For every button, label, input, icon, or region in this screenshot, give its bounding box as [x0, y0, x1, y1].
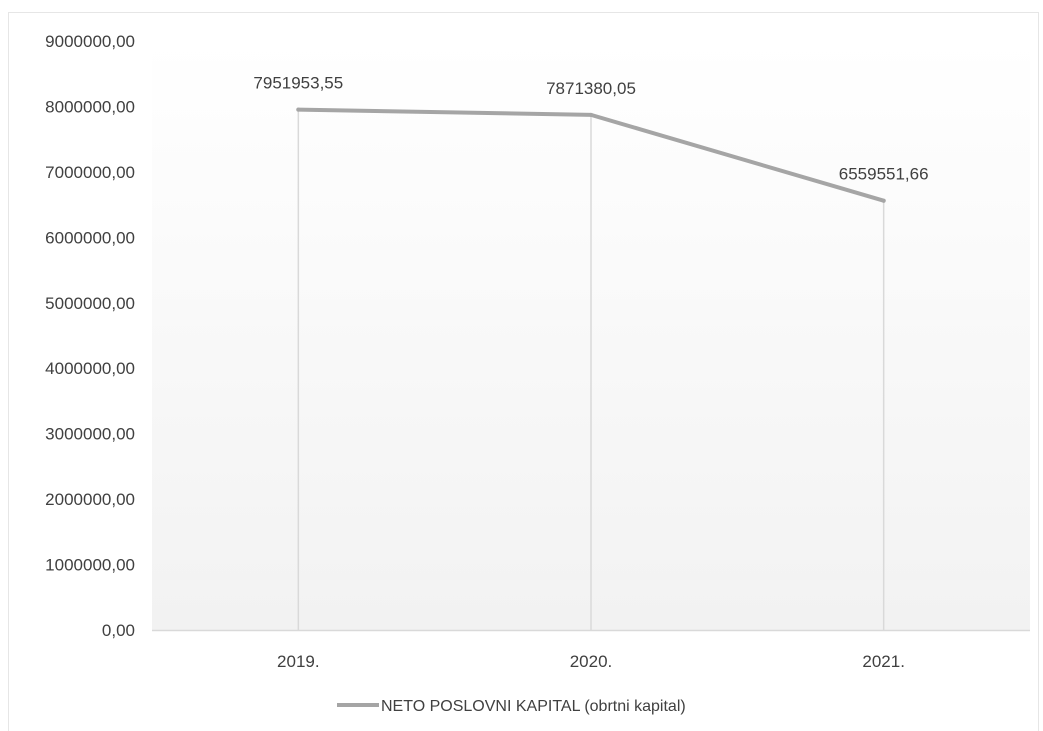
- y-tick-label: 8000000,00: [45, 97, 135, 116]
- y-tick-label: 5000000,00: [45, 294, 135, 313]
- data-point: [881, 198, 886, 203]
- data-point: [589, 112, 593, 117]
- data-label: 7871380,05: [546, 79, 636, 98]
- x-tick-label: 2020.: [570, 652, 613, 671]
- data-label: 6559551,66: [839, 165, 929, 184]
- data-point: [296, 107, 301, 112]
- y-tick-label: 2000000,00: [45, 490, 135, 509]
- data-label: 7951953,55: [253, 74, 343, 93]
- y-tick-label: 4000000,00: [45, 359, 135, 378]
- legend-label: NETO POSLOVNI KAPITAL (obrtni kapital): [381, 698, 686, 715]
- y-tick-label: 6000000,00: [45, 228, 135, 247]
- y-tick-label: 3000000,00: [45, 425, 135, 444]
- y-tick-label: 0,00: [102, 621, 135, 640]
- y-tick-label: 7000000,00: [45, 163, 135, 182]
- x-tick-label: 2021.: [862, 652, 905, 671]
- y-tick-label: 9000000,00: [45, 32, 135, 51]
- x-tick-label: 2019.: [277, 652, 320, 671]
- y-tick-label: 1000000,00: [45, 556, 135, 575]
- chart-border: [8, 12, 1039, 731]
